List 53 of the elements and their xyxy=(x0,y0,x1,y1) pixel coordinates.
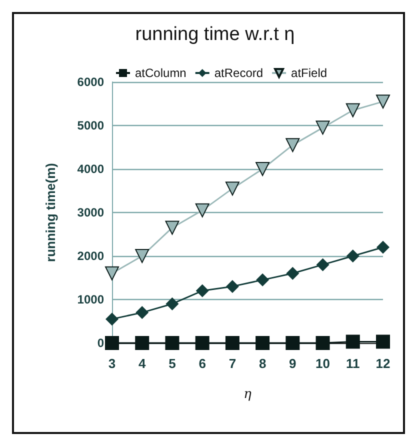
point xyxy=(225,336,240,350)
y-tick-label: 5000 xyxy=(77,118,104,132)
point xyxy=(105,266,119,280)
y-tick-label: 0 xyxy=(97,336,104,350)
y-tick-label: 6000 xyxy=(77,75,104,89)
legend-label: atField xyxy=(291,66,328,80)
point xyxy=(286,266,300,280)
point xyxy=(166,297,179,310)
point xyxy=(286,336,300,350)
x-tick-label: 9 xyxy=(289,356,296,371)
point xyxy=(346,250,360,262)
legend-label: atColumn xyxy=(135,66,186,80)
point xyxy=(226,280,239,293)
point xyxy=(196,284,209,298)
x-tick-label: 7 xyxy=(228,356,236,371)
point xyxy=(316,336,330,350)
point xyxy=(136,306,149,320)
point xyxy=(346,103,360,118)
x-tick-label: 3 xyxy=(108,356,116,371)
point xyxy=(106,312,118,326)
point xyxy=(256,162,270,176)
x-tick-label: 4 xyxy=(138,356,146,371)
point xyxy=(165,336,180,350)
y-tick-label: 4000 xyxy=(77,162,104,176)
y-tick-label: 3000 xyxy=(77,206,104,220)
y-tick-label: 2000 xyxy=(77,249,104,263)
point xyxy=(256,336,270,350)
x-tick-label: 11 xyxy=(346,356,360,371)
point xyxy=(195,203,210,218)
point xyxy=(346,334,360,349)
legend-label: atRecord xyxy=(214,66,264,80)
chart-title: running time w.r.t η xyxy=(135,24,295,45)
y-axis-title: running time(m) xyxy=(43,163,58,262)
x-tick-label: 12 xyxy=(376,356,390,371)
point xyxy=(376,240,390,254)
point xyxy=(135,336,150,350)
point xyxy=(165,220,180,235)
point xyxy=(135,249,150,263)
x-axis-title: η xyxy=(244,387,252,402)
point xyxy=(225,182,240,196)
x-tick-label: 6 xyxy=(198,356,206,371)
point xyxy=(316,258,330,272)
point xyxy=(286,138,300,152)
x-tick-label: 8 xyxy=(258,356,266,371)
point xyxy=(195,336,210,350)
point xyxy=(105,336,119,350)
point xyxy=(256,273,270,286)
x-tick-label: 5 xyxy=(168,356,176,371)
x-tick-label: 10 xyxy=(316,356,330,371)
point xyxy=(316,120,330,135)
point xyxy=(376,94,390,109)
y-tick-label: 1000 xyxy=(77,292,104,306)
point xyxy=(376,334,390,349)
